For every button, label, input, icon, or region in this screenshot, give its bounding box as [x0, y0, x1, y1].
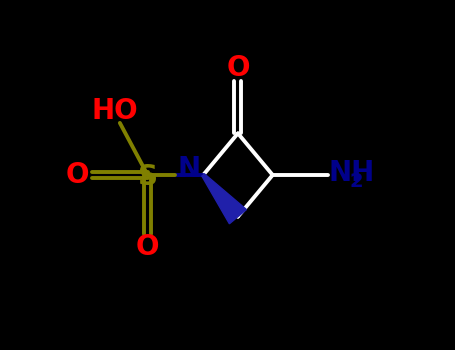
- Text: S: S: [138, 163, 157, 191]
- Text: O: O: [226, 54, 250, 82]
- Text: HO: HO: [91, 97, 138, 125]
- Text: O: O: [66, 161, 89, 189]
- Text: 2: 2: [350, 172, 364, 191]
- Text: O: O: [136, 233, 159, 261]
- Text: N: N: [177, 155, 200, 183]
- Text: NH: NH: [328, 159, 374, 187]
- Polygon shape: [202, 174, 247, 224]
